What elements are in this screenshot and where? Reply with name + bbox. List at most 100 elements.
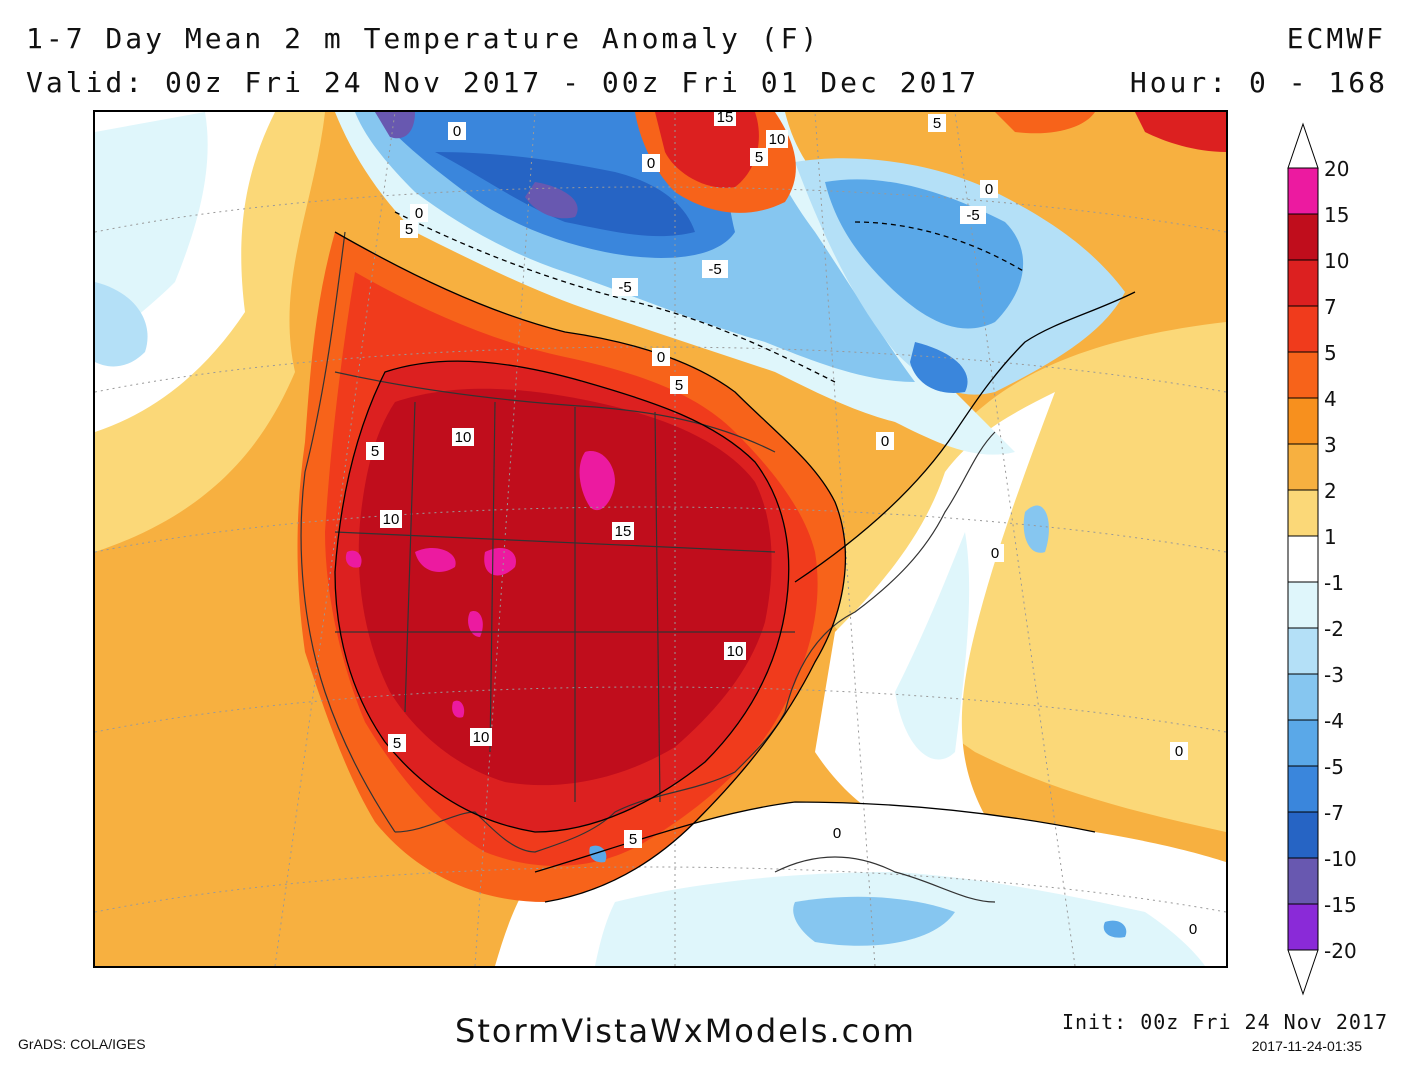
contour-lines <box>334 211 1136 903</box>
site-watermark: StormVistaWxModels.com <box>455 1012 916 1050</box>
graticule-line <box>95 686 1226 733</box>
graticule <box>95 112 1226 966</box>
contour-label: 5 <box>371 443 379 460</box>
contour-label-group: 0 15 10 5 5 0 -5 0 5 0 -5 -5 0 5 0 10 5 … <box>366 112 1202 938</box>
state-line <box>489 401 496 753</box>
contour-label: 0 <box>1175 743 1183 760</box>
arctic-hot-region <box>655 112 759 188</box>
legend-swatch <box>1287 259 1319 307</box>
contour-label: 0 <box>1189 921 1197 938</box>
legend-label: -2 <box>1324 617 1344 641</box>
legend-label: -15 <box>1324 893 1357 917</box>
anomaly-map-svg: 0 15 10 5 5 0 -5 0 5 0 -5 -5 0 5 0 10 5 … <box>95 112 1226 966</box>
legend-label: -10 <box>1324 847 1357 871</box>
color-legend: 20 15 10 7 5 4 3 2 1 -1 -2 -3 -4 -5 -7 -10 -15 -20 <box>1280 122 1400 1002</box>
us-canada-border <box>334 371 776 453</box>
contour-label: 10 <box>727 643 744 660</box>
valid-period: Valid: 00z Fri 24 Nov 2017 - 00z Fri 01 … <box>26 66 980 99</box>
pacific-cool-region <box>95 112 208 352</box>
legend-swatch <box>1287 719 1319 767</box>
contour-label: 15 <box>717 112 734 126</box>
contour-label: 5 <box>405 221 413 238</box>
init-time: Init: 00z Fri 24 Nov 2017 <box>1061 1010 1388 1034</box>
contour-label: 5 <box>629 831 637 848</box>
extreme-warm-patch-5 <box>452 700 465 718</box>
greenland-warm-region <box>995 112 1095 134</box>
legend-label: -20 <box>1324 939 1357 963</box>
legend-label: 7 <box>1324 295 1337 319</box>
legend-swatch <box>1287 627 1319 675</box>
contour-label: 5 <box>675 377 683 394</box>
graticule-line <box>95 186 1226 233</box>
graticule-line <box>95 866 1226 913</box>
caribbean-cool-patch <box>793 896 955 946</box>
legend-swatch <box>1287 673 1319 721</box>
contour-label: 5 <box>755 149 763 166</box>
extreme-warm-patch-1 <box>579 451 615 511</box>
atlantic-cool-spot <box>1023 505 1049 553</box>
contour-label: 10 <box>455 429 472 446</box>
contour-label: 5 <box>393 735 401 752</box>
east-cool-region <box>895 532 970 760</box>
color-legend-svg: 20 15 10 7 5 4 3 2 1 -1 -2 -3 -4 -5 -7 -10 -15 -20 <box>1287 122 1357 996</box>
legend-swatch <box>1287 857 1319 905</box>
legend-swatch <box>1287 765 1319 813</box>
contour-label: 10 <box>473 729 490 746</box>
graticule-line <box>95 346 1226 393</box>
pacific-cool-patch <box>95 282 148 367</box>
greenland-hot-region <box>1135 112 1226 152</box>
map-title: 1-7 Day Mean 2 m Temperature Anomaly (F) <box>26 22 821 55</box>
contour-label: 0 <box>453 123 461 140</box>
gulf-coast <box>394 711 786 853</box>
legend-swatch <box>1287 489 1319 537</box>
legend-swatch <box>1287 903 1319 951</box>
contour-label: 0 <box>657 349 665 366</box>
legend-swatch <box>1287 351 1319 399</box>
contour-neg-5 <box>394 211 836 383</box>
legend-swatch <box>1287 397 1319 445</box>
legend-label: -3 <box>1324 663 1344 687</box>
contour-label: 0 <box>985 181 993 198</box>
caribbean-cool-spot <box>1103 920 1127 938</box>
warm-dome-10-inner <box>358 388 772 786</box>
contour-label: 15 <box>615 523 632 540</box>
legend-swatch <box>1287 443 1319 491</box>
canada-extreme-cold-patch-2 <box>375 112 415 139</box>
contour-label: 0 <box>647 155 655 172</box>
legend-label: 15 <box>1324 203 1349 227</box>
contour-label: 5 <box>933 115 941 132</box>
west-coast <box>300 231 396 833</box>
contour-label: -5 <box>618 279 631 296</box>
legend-label: 10 <box>1324 249 1349 273</box>
legend-label: 1 <box>1324 525 1337 549</box>
contour-label: 0 <box>991 545 999 562</box>
state-line <box>404 401 416 713</box>
legend-label: 20 <box>1324 157 1349 181</box>
legend-label: 3 <box>1324 433 1337 457</box>
legend-swatch <box>1287 167 1319 215</box>
legend-swatch <box>1287 581 1319 629</box>
contour-label: 0 <box>415 205 423 222</box>
legend-label: 2 <box>1324 479 1337 503</box>
contour-0-east <box>794 291 1136 583</box>
graticule-line <box>95 506 1226 553</box>
extreme-warm-patch-6 <box>345 550 362 568</box>
gulf-cool-spot <box>589 845 607 863</box>
legend-label: -5 <box>1324 755 1344 779</box>
contour-label: -5 <box>966 207 979 224</box>
contour-label: 0 <box>833 825 841 842</box>
contour-10 <box>334 360 790 833</box>
legend-swatch <box>1287 811 1319 859</box>
caribbean-islands <box>774 856 996 903</box>
canada-extreme-cold-patch <box>525 182 578 219</box>
east-coast <box>784 431 996 713</box>
contour-neg-5-east <box>854 221 1026 273</box>
forecast-hour-range: Hour: 0 - 168 <box>1129 66 1388 99</box>
legend-label: -4 <box>1324 709 1344 733</box>
anomaly-map: 0 15 10 5 5 0 -5 0 5 0 -5 -5 0 5 0 10 5 … <box>93 110 1228 968</box>
hudson-cold-patch <box>910 342 968 393</box>
legend-label: 4 <box>1324 387 1337 411</box>
contour-5 <box>334 231 847 903</box>
contour-label: 0 <box>881 433 889 450</box>
extreme-warm-patch-4 <box>468 611 483 637</box>
